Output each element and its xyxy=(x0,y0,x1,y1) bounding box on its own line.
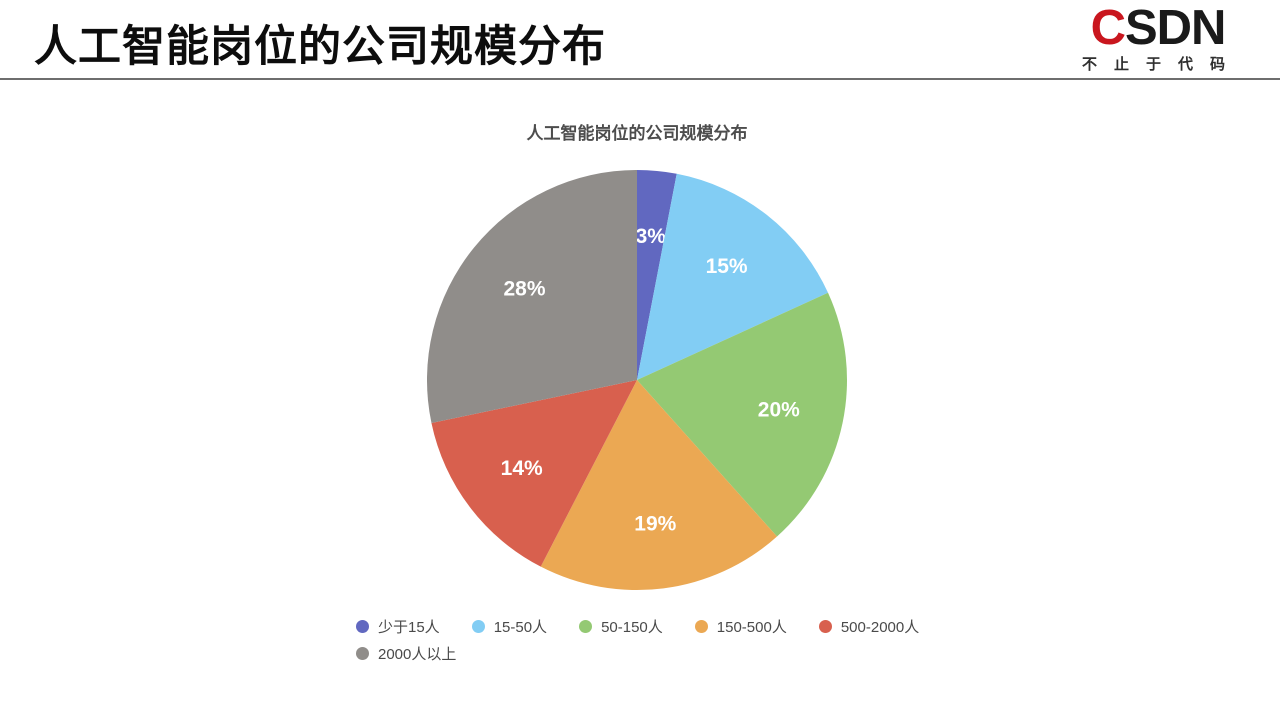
legend-item-50-150人: 50-150人 xyxy=(579,616,663,637)
pie-slice-value-label: 15% xyxy=(706,255,748,278)
pie-slice-value-label: 20% xyxy=(758,399,800,422)
pie-slice-2000人以上 xyxy=(426,170,637,424)
legend-item-少于15人: 少于15人 xyxy=(356,616,440,637)
chart-title: 人工智能岗位的公司规模分布 xyxy=(526,124,748,143)
logo-tagline: 不止于代码 xyxy=(1081,56,1242,73)
page-title: 人工智能岗位的公司规模分布 xyxy=(34,23,606,71)
legend-marker-icon xyxy=(694,620,708,633)
logo-letter-c: C xyxy=(1090,1,1126,55)
chart-legend: 少于15人 15-50人 50-150人 150-500人 500-2000人 2000人… xyxy=(356,616,981,664)
csdn-logo: CSDN 不止于代码 xyxy=(1070,4,1246,74)
legend-marker-icon xyxy=(356,647,369,660)
pie-slice-15-50人 xyxy=(637,173,829,380)
legend-item-150-500人: 150-500人 xyxy=(694,616,787,637)
legend-label: 50-150人 xyxy=(601,619,663,636)
legend-marker-icon xyxy=(818,620,832,633)
pie-slice-少于15人 xyxy=(637,170,677,380)
legend-label: 15-50人 xyxy=(493,619,548,636)
legend-marker-icon xyxy=(356,620,369,633)
pie-slice-value-label: 14% xyxy=(501,457,543,480)
legend-item-500-2000人: 500-2000人 xyxy=(818,616,920,637)
legend-label: 500-2000人 xyxy=(840,619,920,636)
csdn-wordmark: CSDN xyxy=(1070,4,1246,53)
legend-item-2000人以上: 2000人以上 xyxy=(356,643,456,664)
header-divider xyxy=(0,78,1280,80)
legend-label: 150-500人 xyxy=(716,619,787,636)
legend-item-15-50人: 15-50人 xyxy=(471,616,548,637)
pie-slice-value-label: 3% xyxy=(636,225,667,248)
pie-slice-150-500人 xyxy=(540,380,778,591)
legend-label: 少于15人 xyxy=(378,619,440,636)
legend-marker-icon xyxy=(579,620,593,633)
legend-marker-icon xyxy=(471,620,485,633)
pie-slice-50-150人 xyxy=(637,292,848,537)
pie-slice-value-label: 28% xyxy=(503,278,545,301)
pie-slice-value-label: 19% xyxy=(634,513,676,536)
legend-label: 2000人以上 xyxy=(378,646,457,663)
pie-chart: 3% 15% 20% 19% 14% 28% xyxy=(426,170,848,591)
pie-slice-500-2000人 xyxy=(431,380,637,567)
logo-letters-sdn: SDN xyxy=(1124,1,1226,55)
